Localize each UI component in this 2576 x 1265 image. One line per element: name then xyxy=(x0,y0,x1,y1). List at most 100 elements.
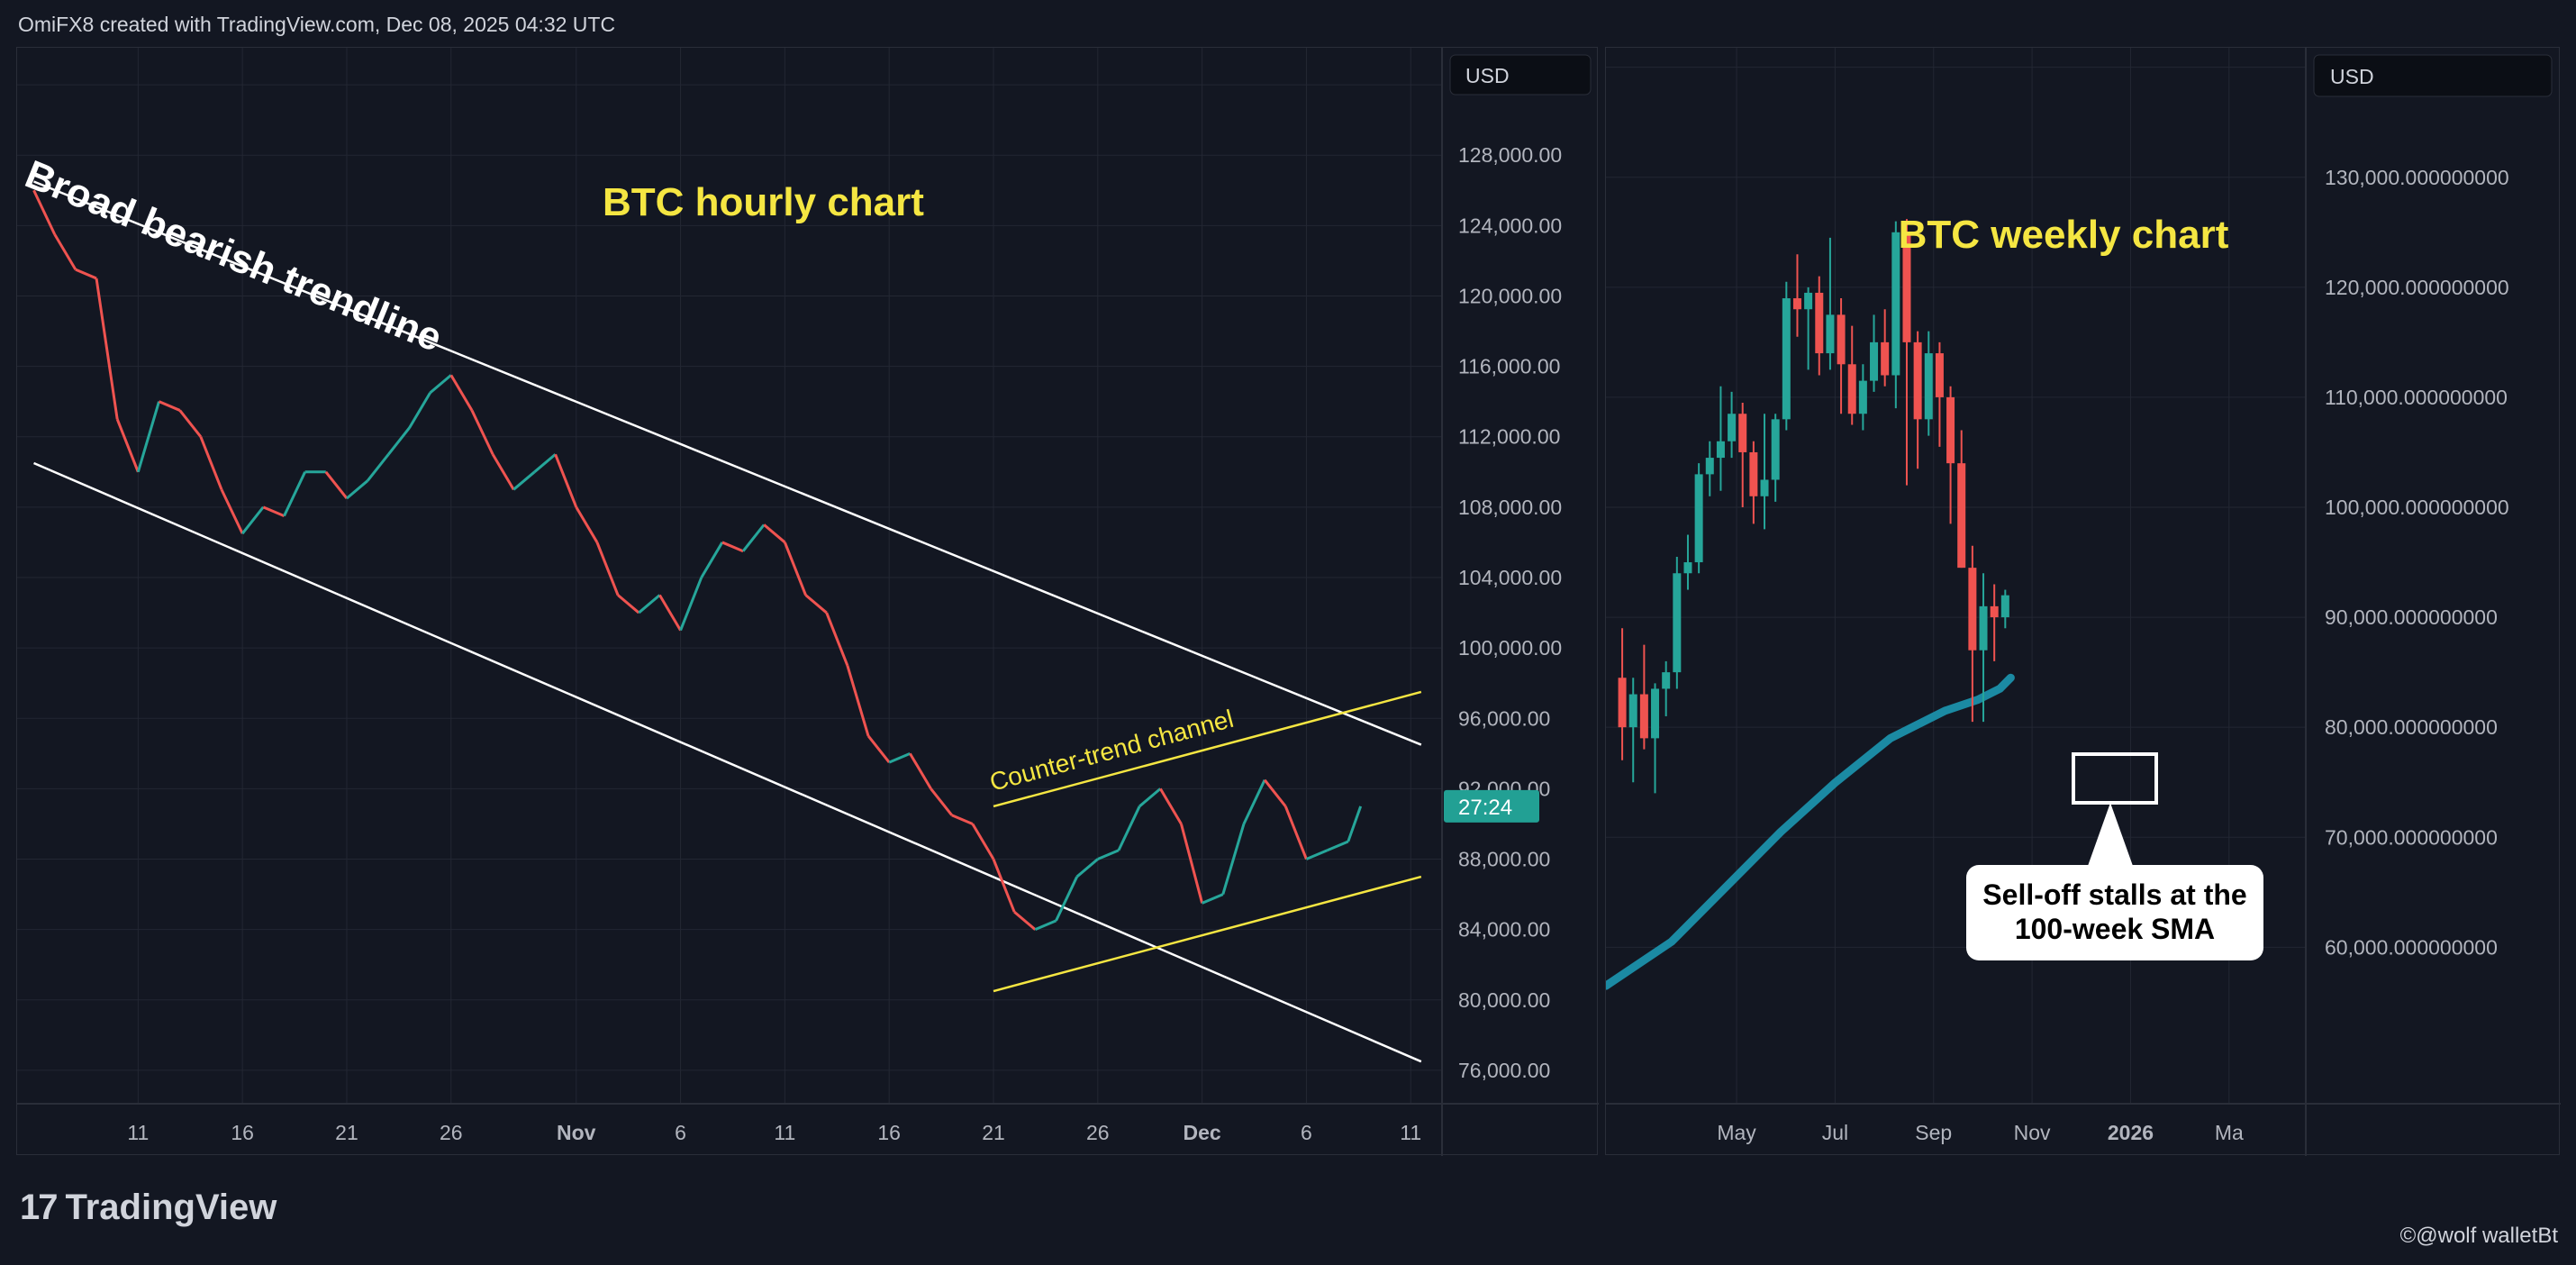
hourly-chart: 132,000.00128,000.00124,000.00120,000.00… xyxy=(17,48,1599,1156)
watermark: ©@wolf walletBt xyxy=(2399,1224,2558,1248)
candle-body xyxy=(1651,688,1660,739)
candle-body xyxy=(1705,458,1714,475)
channel-lower-line xyxy=(993,875,1422,993)
y-tick-label: 120,000.00 xyxy=(1458,284,1562,307)
price-segment xyxy=(638,594,661,614)
price-segment xyxy=(866,734,891,764)
x-tick-label: Ma xyxy=(2215,1121,2244,1144)
y-tick-label: 90,000.000000000 xyxy=(2325,605,2498,629)
price-segment xyxy=(1097,849,1120,860)
candle-body xyxy=(1716,441,1725,459)
price-segment xyxy=(846,665,870,737)
y-tick-label: 96,000.00 xyxy=(1458,706,1550,730)
y-tick-label: 60,000.000000000 xyxy=(2325,935,2498,959)
y-tick-label: 100,000.000000000 xyxy=(2325,496,2509,519)
price-segment xyxy=(75,268,97,280)
candle-body xyxy=(1826,314,1835,354)
price-segment xyxy=(804,594,828,614)
weekly-chart: 140,000.000000000130,000.000000000120,00… xyxy=(1606,48,2561,1156)
candle-body xyxy=(1881,341,1890,376)
weekly-chart-title: BTC weekly chart xyxy=(1899,213,2229,257)
candle-body xyxy=(1990,605,1999,618)
price-segment xyxy=(721,541,744,553)
x-tick-label: 2026 xyxy=(2108,1121,2154,1144)
price-segment xyxy=(1283,805,1308,860)
price-segment xyxy=(930,787,953,816)
sma-callout-text: Sell-off stalls at the 100-week SMA xyxy=(1982,878,2247,945)
x-tick-label: 21 xyxy=(982,1121,1005,1144)
price-segment xyxy=(512,470,536,491)
candle-body xyxy=(1749,451,1758,496)
price-segment xyxy=(1117,805,1141,851)
y-tick-label: 104,000.00 xyxy=(1458,566,1562,589)
y-tick-label: 70,000.000000000 xyxy=(2325,825,2498,849)
y-tick-label: 76,000.00 xyxy=(1458,1059,1550,1082)
weekly-chart-panel[interactable]: 140,000.000000000130,000.000000000120,00… xyxy=(1605,47,2561,1156)
price-segment xyxy=(679,577,703,632)
price-segment xyxy=(136,401,160,473)
trendline-label: Broad bearish trendline xyxy=(19,152,448,360)
x-tick-label: Nov xyxy=(2014,1121,2051,1144)
sma-highlight-box xyxy=(2072,752,2158,805)
candle-body xyxy=(1673,573,1682,673)
price-segment xyxy=(533,453,557,473)
hourly-chart-panel[interactable]: 132,000.00128,000.00124,000.00120,000.00… xyxy=(16,47,1599,1156)
price-tag-label: 27:24 xyxy=(1458,796,1512,820)
candle-body xyxy=(1683,562,1692,574)
candle-body xyxy=(1618,678,1627,728)
price-tag xyxy=(1444,789,1539,823)
x-tick-label: 11 xyxy=(774,1121,795,1144)
price-segment xyxy=(220,488,244,534)
price-segment xyxy=(763,523,786,544)
price-segment xyxy=(825,612,849,667)
price-segment xyxy=(262,505,286,518)
candle-body xyxy=(1946,396,1955,464)
price-segment xyxy=(199,436,223,490)
x-tick-label: 21 xyxy=(335,1121,358,1144)
price-segment xyxy=(366,453,390,482)
price-segment xyxy=(1202,893,1224,905)
y-tick-label: 116,000.00 xyxy=(1458,355,1560,378)
x-tick-label: Dec xyxy=(1184,1121,1221,1144)
price-segment xyxy=(429,374,452,395)
price-segment xyxy=(595,541,620,596)
x-tick-label: 16 xyxy=(877,1121,901,1144)
y-tick-label: 110,000.000000000 xyxy=(2325,386,2508,409)
price-segment xyxy=(617,594,640,614)
candle-body xyxy=(1728,414,1737,441)
candle-body xyxy=(1662,672,1671,689)
y-tick-label: 120,000.000000000 xyxy=(2325,276,2509,299)
sma-callout: Sell-off stalls at the 100-week SMA xyxy=(1966,865,2263,960)
price-segment xyxy=(1075,858,1099,878)
candle-body xyxy=(1870,341,1879,381)
price-segment xyxy=(783,541,807,596)
price-segment xyxy=(1305,849,1329,860)
price-segment xyxy=(1242,778,1266,825)
price-segment xyxy=(158,400,181,412)
price-segment xyxy=(971,823,995,860)
tradingview-logo[interactable]: 17 TradingView xyxy=(20,1188,277,1228)
hourly-chart-title: BTC hourly chart xyxy=(603,180,924,224)
tradingview-logo-icon: 17 xyxy=(20,1188,58,1227)
candle-body xyxy=(1639,694,1648,739)
candle-body xyxy=(1628,694,1637,728)
y-tick-label: 112,000.00 xyxy=(1458,425,1560,449)
price-segment xyxy=(95,278,119,420)
price-segment xyxy=(700,541,724,578)
candle-body xyxy=(1694,474,1703,563)
price-segment xyxy=(992,858,1016,913)
price-segment xyxy=(951,814,974,825)
price-segment xyxy=(554,453,578,508)
candle-body xyxy=(1815,292,1824,354)
x-tick-label: Jul xyxy=(1822,1121,1848,1144)
price-segment xyxy=(470,409,494,455)
candle-body xyxy=(1837,314,1846,365)
price-segment xyxy=(1263,778,1287,807)
candle-body xyxy=(1782,298,1791,420)
x-tick-label: Sep xyxy=(1915,1121,1952,1144)
price-segment xyxy=(1327,840,1349,852)
price-segment xyxy=(658,594,682,632)
candle-body xyxy=(1968,568,1977,651)
currency-box xyxy=(1449,54,1592,96)
lower-trendline xyxy=(33,461,1422,1063)
